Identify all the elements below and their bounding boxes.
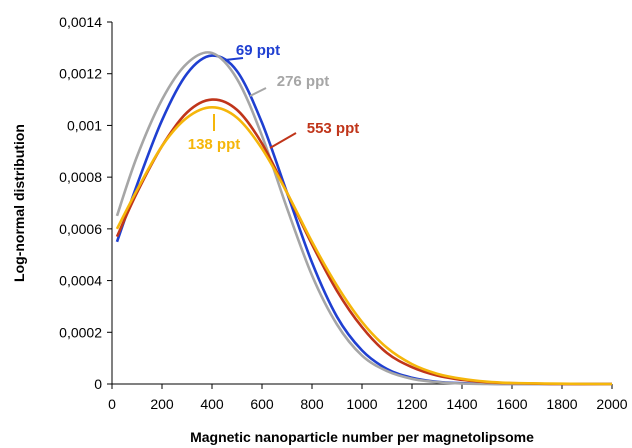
series-label: 138 ppt <box>188 136 241 153</box>
series-leader-line <box>224 57 244 61</box>
x-axis-ticks: 0 200 400 600 800 1000 1200 1400 1600 1800 2000 <box>108 384 628 412</box>
y-tick-label: 0,0002 <box>59 324 102 340</box>
y-axis-ticks: 0 0,0002 0,0004 0,0006 0,0008 0,001 0,0012 0,00… <box>59 14 112 392</box>
series-leader-line <box>269 132 297 149</box>
x-tick-label: 1800 <box>546 396 577 412</box>
y-tick-label: 0,0014 <box>59 14 102 30</box>
y-tick-label: 0,001 <box>67 117 102 133</box>
series-line <box>115 54 612 386</box>
series-lines <box>115 51 613 386</box>
x-tick-label: 2000 <box>596 396 627 412</box>
y-tick-label: 0,0004 <box>59 273 102 289</box>
x-tick-label: 1400 <box>446 396 477 412</box>
x-tick-label: 200 <box>150 396 174 412</box>
series-leader-line <box>249 87 267 97</box>
x-tick-label: 1200 <box>396 396 427 412</box>
x-tick-label: 800 <box>300 396 324 412</box>
series-label: 553 ppt <box>307 120 360 137</box>
x-tick-label: 400 <box>200 396 224 412</box>
y-axis-title: Log-normal distribution <box>11 124 27 282</box>
x-tick-label: 1600 <box>496 396 527 412</box>
y-tick-label: 0,0008 <box>59 169 102 185</box>
series-label: 276 ppt <box>277 73 330 90</box>
y-tick-label: 0,0006 <box>59 221 102 237</box>
axes <box>111 22 612 385</box>
series-label: 69 ppt <box>236 42 280 59</box>
y-tick-label: 0 <box>94 376 102 392</box>
x-tick-label: 1000 <box>346 396 377 412</box>
series-labels: 69 ppt 276 ppt 553 ppt 138 ppt <box>188 42 360 153</box>
series-line <box>115 106 613 386</box>
x-axis-title: Magnetic nanoparticle number per magneto… <box>190 429 534 445</box>
x-tick-label: 0 <box>108 396 116 412</box>
y-tick-label: 0,0012 <box>59 66 102 82</box>
series-line <box>115 51 612 386</box>
x-tick-label: 600 <box>250 396 274 412</box>
